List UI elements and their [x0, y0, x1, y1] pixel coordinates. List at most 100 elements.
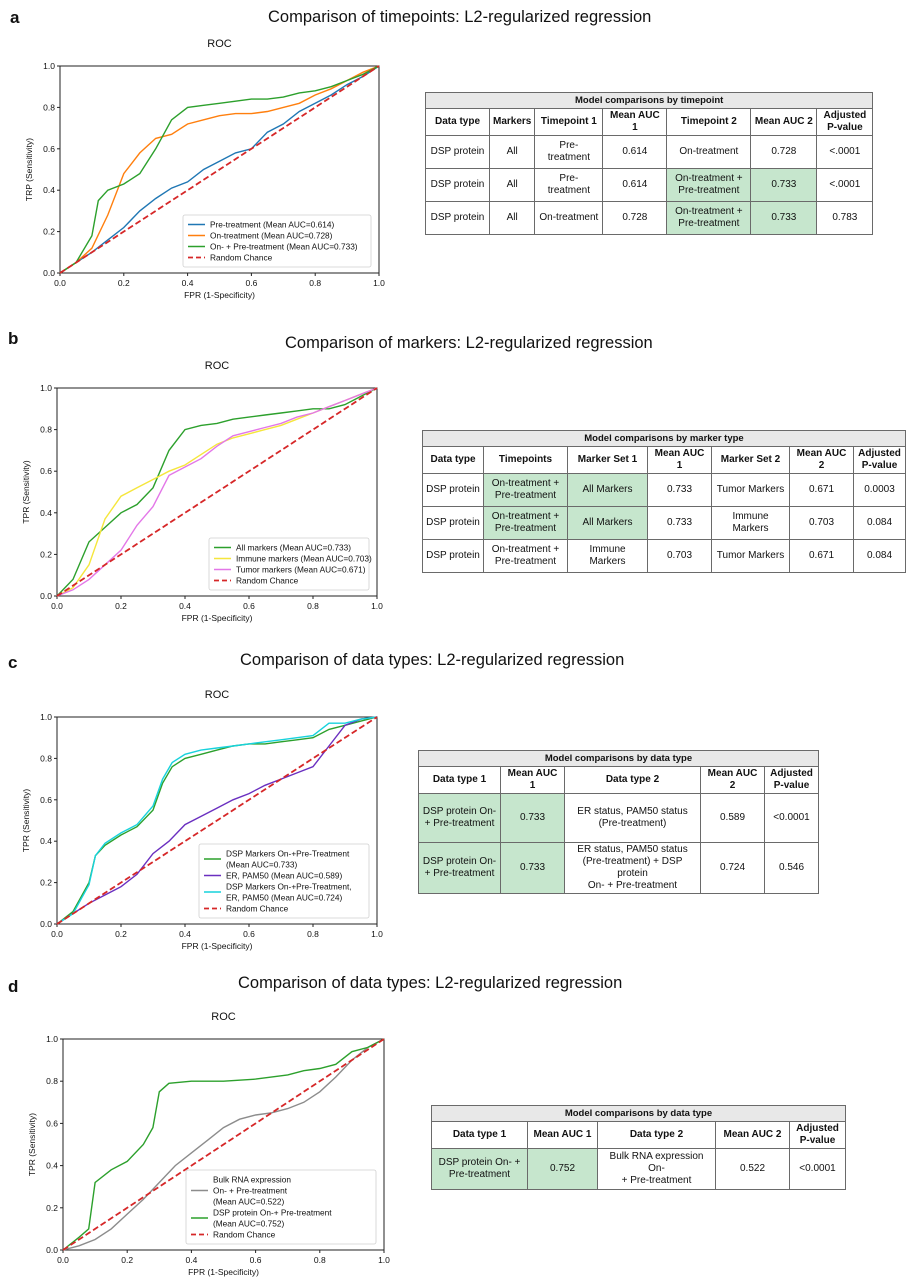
- y-tick-label: 0.8: [40, 753, 52, 763]
- table-cell: All: [488, 201, 536, 236]
- legend-label-2: Tumor markers (Mean AUC=0.671): [236, 565, 366, 575]
- chart-title: ROC: [207, 38, 232, 50]
- x-tick-label: 0.6: [245, 278, 257, 288]
- series-line-1: [59, 65, 380, 274]
- y-tick-label: 1.0: [40, 712, 52, 722]
- table-cell: 0.783: [816, 201, 874, 236]
- y-tick-label: 1.0: [46, 1034, 58, 1044]
- table-header-row: Data type Markers Timepoint 1 Mean AUC 1 Tim…: [425, 108, 874, 137]
- table-cell: DSP protein On- + Pre-treatment: [418, 842, 501, 895]
- panel-letter-c: c: [8, 653, 18, 672]
- series-line-1: [56, 716, 378, 925]
- table-cell: 0.671: [789, 539, 854, 574]
- column-header: Data type 2: [597, 1121, 716, 1150]
- table-cell: DSP protein: [422, 473, 484, 508]
- x-tick-label: 0.8: [307, 929, 319, 939]
- legend-label-2: ER, PAM50 (Mean AUC=0.724): [226, 893, 343, 903]
- table-cell: All: [488, 135, 536, 170]
- column-header: Adjusted P-value: [789, 1121, 846, 1150]
- column-header: Data type 2: [564, 766, 701, 795]
- table-cell: <0.0001: [764, 793, 819, 844]
- column-header: Timepoint 2: [666, 108, 752, 137]
- x-tick-label: 0.4: [179, 601, 191, 611]
- table-cell: Pre-treatment: [534, 135, 604, 170]
- comparison-table-b: Model comparisons by marker type Data typ…: [422, 429, 906, 574]
- column-header: Data type: [425, 108, 490, 137]
- table-cell: On-treatment + Pre-treatment: [483, 473, 568, 508]
- x-tick-label: 0.0: [54, 278, 66, 288]
- table-cell: 0.589: [700, 793, 765, 844]
- x-tick-label: 1.0: [378, 1255, 390, 1265]
- y-tick-label: 0.2: [46, 1203, 58, 1213]
- x-tick-label: 0.4: [179, 929, 191, 939]
- roc-chart-b: ROC 0.0 0.2 0.4 0.6 0.8 1.0 0.0 0.2 0.4 0.6 0.8 1.0 F…: [21, 360, 383, 623]
- y-tick-label: 0.4: [40, 508, 52, 518]
- table-row: DSP protein On-treatment + Pre-treatment A…: [422, 473, 906, 508]
- x-axis-label: FPR (1-Specificity): [182, 941, 253, 951]
- table-cell: 0.703: [647, 539, 712, 574]
- roc-chart-a: ROC 0.0 0.2 0.4 0.6 0.8 1.0 0.0 0.2 0.4 0.6 0.8 1.0 F…: [24, 38, 385, 300]
- table-cell: On-treatment + Pre-treatment: [483, 506, 568, 541]
- column-header: Mean AUC 2: [789, 446, 854, 475]
- legend: All markers (Mean AUC=0.733)Immune marke…: [208, 537, 372, 591]
- table-row: DSP protein On-treatment + Pre-treatment A…: [422, 506, 906, 541]
- x-tick-label: 0.8: [314, 1255, 326, 1265]
- column-header: Marker Set 2: [711, 446, 790, 475]
- table-header-row: Data type 1 Mean AUC 1 Data type 2 Mean AUC…: [431, 1121, 846, 1150]
- y-tick-label: 1.0: [43, 61, 55, 71]
- comparison-table-a: Model comparisons by timepoint Data type M…: [424, 91, 874, 236]
- legend-label-3: Random Chance: [236, 576, 299, 586]
- chart-title: ROC: [211, 1011, 236, 1023]
- x-tick-label: 0.2: [118, 278, 130, 288]
- y-tick-label: 0.4: [43, 185, 55, 195]
- legend-label-0: On- + Pre-treatment: [213, 1186, 288, 1196]
- x-axis-label: FPR (1-Specificity): [182, 613, 253, 623]
- legend-label-3: Random Chance: [226, 904, 289, 914]
- table-header-row: Data type 1 Mean AUC 1 Data type 2 Mean AUC…: [418, 766, 819, 795]
- x-tick-label: 0.6: [243, 929, 255, 939]
- y-tick-label: 0.0: [43, 268, 55, 278]
- series-line-3: [59, 65, 380, 274]
- table-cell: On-treatment + Pre-treatment: [666, 201, 752, 236]
- table-cell: 0.733: [500, 793, 565, 844]
- comparison-table-c: Model comparisons by data type Data type …: [418, 749, 819, 895]
- column-header: Markers: [488, 108, 536, 137]
- column-header: Mean AUC 1: [602, 108, 668, 137]
- table-cell: Immune Markers: [567, 539, 648, 574]
- y-tick-label: 0.8: [40, 425, 52, 435]
- y-axis-label: TRP (Sensitivity): [24, 138, 34, 201]
- x-axis-label: FPR (1-Specificity): [188, 1267, 259, 1277]
- comparison-table-d: Model comparisons by data type Data type …: [431, 1104, 846, 1191]
- table-cell: 0.724: [700, 842, 765, 895]
- legend-label-0: DSP Markers On-+Pre-Treatment: [226, 849, 350, 859]
- x-tick-label: 0.2: [115, 601, 127, 611]
- column-header: Marker Set 1: [567, 446, 648, 475]
- table-cell: All: [488, 168, 536, 203]
- legend-label-0: (Mean AUC=0.733): [226, 860, 297, 870]
- series-line-0: [59, 65, 380, 274]
- y-tick-label: 0.6: [43, 144, 55, 154]
- y-axis-label: TPR (Sensitivity): [21, 789, 31, 852]
- table-cell: 0.671: [789, 473, 854, 508]
- table-cell: DSP protein: [422, 539, 484, 574]
- y-tick-label: 0.2: [40, 878, 52, 888]
- column-header: Mean AUC 1: [647, 446, 712, 475]
- y-axis-label: TPR (Sensitivity): [27, 1113, 37, 1176]
- column-header: Data type 1: [431, 1121, 528, 1150]
- table-cell: ER status, PAM50 status (Pre-treatment) …: [564, 842, 701, 895]
- y-tick-label: 0.6: [40, 466, 52, 476]
- table-cell: On-treatment: [534, 201, 604, 236]
- legend-box: [198, 843, 370, 919]
- table-cell: Bulk RNA expression On- + Pre-treatment: [597, 1148, 716, 1191]
- table-cell: Tumor Markers: [711, 539, 790, 574]
- x-axis-label: FPR (1-Specificity): [184, 290, 255, 300]
- y-tick-label: 0.4: [40, 836, 52, 846]
- column-header: Timepoints: [483, 446, 568, 475]
- table-cell: All Markers: [567, 473, 648, 508]
- y-tick-label: 0.0: [46, 1245, 58, 1255]
- chart-title: ROC: [205, 360, 230, 372]
- legend: Pre-treatment (Mean AUC=0.614)On-treatme…: [182, 214, 372, 268]
- table-cell: On-treatment + Pre-treatment: [483, 539, 568, 574]
- column-header: Adjusted P-value: [853, 446, 906, 475]
- table-cell: 0.546: [764, 842, 819, 895]
